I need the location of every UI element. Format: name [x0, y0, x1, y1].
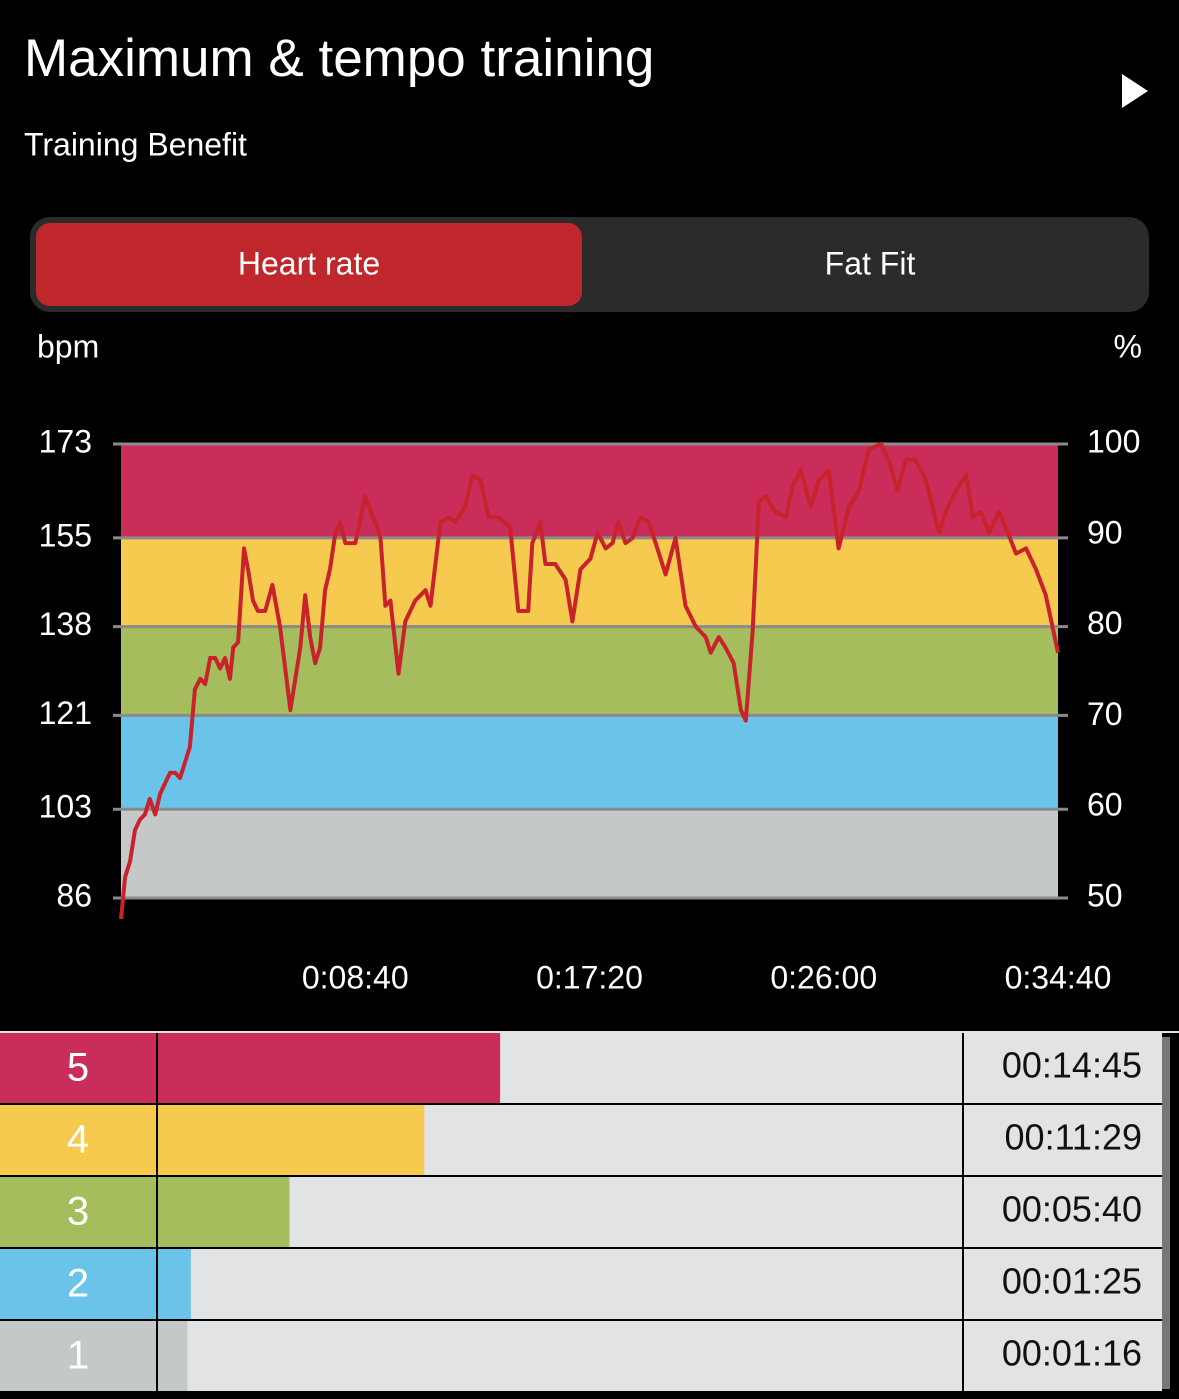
- zone-number: 4: [67, 1118, 89, 1162]
- x-tick-label: 0:17:20: [536, 959, 643, 995]
- zone-time: 00:11:29: [1005, 1117, 1142, 1158]
- zone-cell: [0, 1105, 156, 1175]
- zone-number: 2: [67, 1262, 89, 1306]
- zone-bar: [158, 1105, 425, 1175]
- zone-number: 3: [67, 1190, 89, 1234]
- y2-tick-label: 80: [1087, 605, 1123, 641]
- tab-label[interactable]: Fat Fit: [825, 245, 916, 281]
- y2-tick-label: 70: [1087, 696, 1123, 732]
- time-cell: [964, 1033, 1162, 1103]
- y2-tick-label: 90: [1087, 514, 1123, 550]
- y2-tick-label: 100: [1087, 423, 1140, 459]
- y-tick-label: 121: [39, 695, 92, 731]
- zone-time: 00:14:45: [1002, 1045, 1142, 1086]
- zone-time: 00:05:40: [1002, 1189, 1142, 1230]
- zone-cell: [0, 1321, 156, 1391]
- y-tick-label: 103: [39, 789, 92, 825]
- table-divider: [0, 1031, 1179, 1033]
- time-cell: [964, 1177, 1162, 1247]
- zone-band: [121, 626, 1058, 716]
- y-tick-label: 173: [39, 423, 92, 459]
- play-button[interactable]: [1122, 74, 1148, 108]
- zone-cell: [0, 1249, 156, 1319]
- time-cell: [964, 1105, 1162, 1175]
- scrollbar: [1162, 1037, 1170, 1389]
- y-tick-label: 155: [39, 517, 92, 553]
- y-axis-label: bpm: [37, 328, 99, 364]
- zone-band: [121, 715, 1058, 810]
- zone-cell: [0, 1033, 156, 1103]
- zone-bar: [158, 1033, 501, 1103]
- time-cell: [964, 1249, 1162, 1319]
- subtitle: Training Benefit: [24, 126, 247, 162]
- tab-label[interactable]: Heart rate: [238, 245, 380, 281]
- title: Maximum & tempo training: [24, 29, 654, 88]
- y2-tick-label: 50: [1087, 877, 1123, 913]
- zone-number: 1: [67, 1334, 89, 1378]
- time-cell: [964, 1321, 1162, 1391]
- zone-band: [121, 809, 1058, 898]
- zone-time: 00:01:16: [1002, 1333, 1142, 1374]
- tab-active[interactable]: [36, 223, 582, 306]
- zone-bar: [158, 1321, 188, 1391]
- y2-axis-label: %: [1114, 328, 1142, 364]
- heart-rate-line: [119, 442, 1060, 920]
- x-tick-label: 0:26:00: [770, 959, 877, 995]
- y-tick-label: 138: [39, 606, 92, 642]
- zone-bar: [158, 1249, 191, 1319]
- bar-track: [158, 1177, 962, 1247]
- zone-cell: [0, 1177, 156, 1247]
- zone-band: [121, 537, 1058, 627]
- y2-tick-label: 60: [1087, 787, 1123, 823]
- zone-bar: [158, 1177, 290, 1247]
- zone-time: 00:01:25: [1002, 1261, 1142, 1302]
- y-tick-label: 86: [56, 877, 92, 913]
- bar-track: [158, 1321, 962, 1391]
- x-tick-label: 0:08:40: [302, 959, 409, 995]
- bar-track: [158, 1249, 962, 1319]
- x-tick-label: 0:34:40: [1005, 959, 1112, 995]
- zone-number: 5: [67, 1046, 89, 1090]
- zone-band: [121, 444, 1058, 538]
